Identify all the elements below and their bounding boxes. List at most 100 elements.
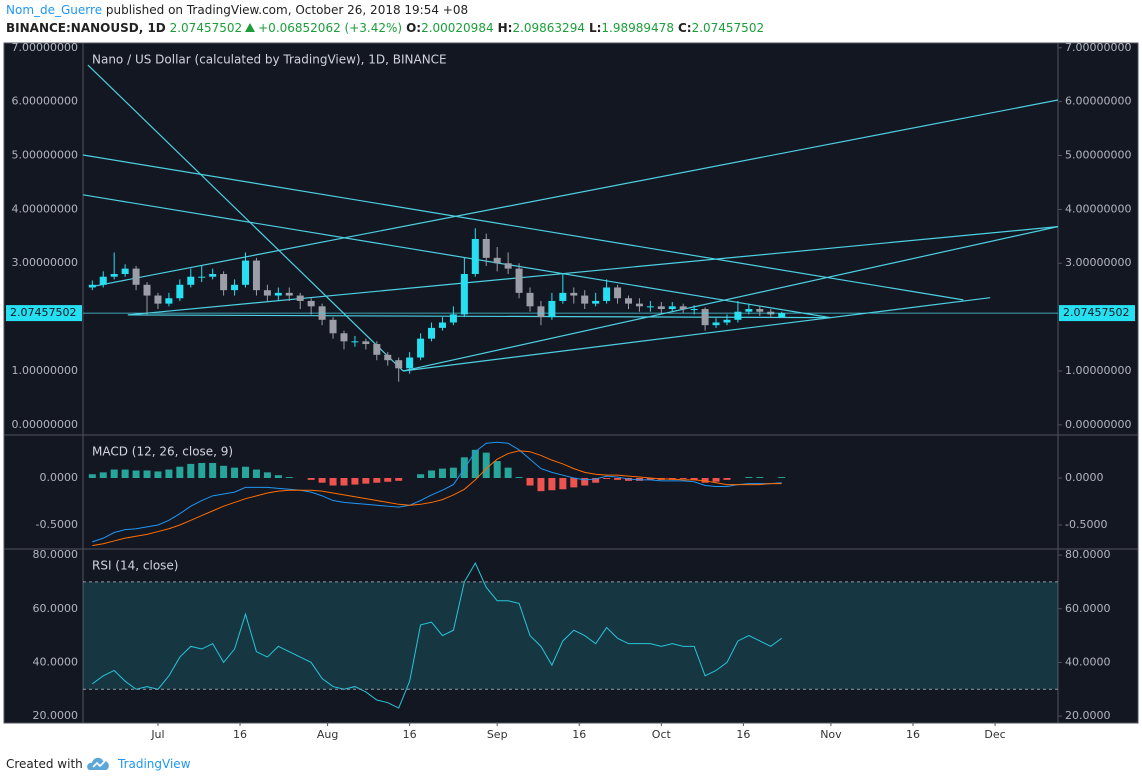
trendline	[87, 64, 404, 372]
y-tick-label: 0.0000	[40, 471, 79, 484]
candle-body	[209, 274, 217, 277]
histogram-bar	[274, 475, 282, 478]
candle-body	[132, 268, 140, 285]
last-price-label: 2.07457502	[1063, 306, 1129, 319]
header-line: Nom_de_Guerre published on TradingView.c…	[6, 3, 468, 17]
candle-body	[603, 287, 611, 301]
candle-body	[187, 276, 195, 285]
candle-body	[723, 319, 731, 323]
histogram-bar	[690, 478, 698, 480]
candle-body	[438, 322, 446, 328]
candle-body	[340, 333, 348, 342]
last-price-label: 2.07457502	[10, 306, 76, 319]
candle-body	[559, 292, 567, 301]
author[interactable]: Nom_de_Guerre	[6, 3, 103, 17]
trendline	[127, 226, 1058, 316]
candle-body	[274, 292, 282, 296]
histogram-bar	[198, 462, 206, 478]
candle-body	[460, 274, 468, 315]
y-tick-label: 1.00000000	[1065, 364, 1131, 377]
y-tick-label: 6.00000000	[12, 95, 78, 108]
candle-body	[121, 268, 129, 275]
y-tick-label: 4.00000000	[1065, 202, 1131, 215]
histogram-bar	[307, 478, 315, 480]
pane-title: Nano / US Dollar (calculated by TradingV…	[92, 53, 447, 67]
candle-body	[515, 268, 523, 293]
x-tick-label: Sep	[487, 728, 508, 741]
candle-body	[712, 322, 720, 326]
rsi-line	[92, 562, 782, 709]
x-tick-label: Oct	[652, 728, 672, 741]
last-price-box	[6, 305, 82, 322]
candle-body	[263, 290, 271, 296]
candle-body	[362, 341, 370, 345]
candle-body	[110, 274, 118, 277]
up-arrow	[245, 23, 256, 32]
y-tick-label: 20.0000	[1065, 709, 1111, 722]
y-tick-label: 80.0000	[33, 548, 79, 561]
x-tick-label: 16	[233, 728, 247, 741]
candle-body	[504, 263, 512, 269]
y-tick-label: 60.0000	[1065, 602, 1111, 615]
last-price-box	[1059, 305, 1135, 322]
footer-brand[interactable]: TradingView	[118, 757, 191, 771]
histogram-bar	[603, 478, 611, 479]
histogram-bar	[395, 478, 403, 481]
candle-body	[428, 327, 436, 339]
y-tick-label: 0.00000000	[1065, 418, 1131, 431]
histogram-bar	[460, 457, 468, 478]
pane-title: RSI (14, close)	[92, 559, 178, 573]
histogram-bar	[537, 478, 545, 492]
ohlc-value: 2.00020984	[421, 21, 494, 35]
candle-body	[756, 309, 764, 312]
histogram-bar	[438, 468, 446, 478]
histogram-bar	[220, 465, 228, 478]
histogram-bar	[384, 478, 392, 482]
candle-body	[668, 306, 676, 310]
y-tick-label: -0.5000	[36, 518, 78, 531]
histogram-bar	[187, 463, 195, 478]
x-tick-label: Jul	[150, 728, 164, 741]
ohlc-value: 2.09863294	[512, 21, 585, 35]
x-tick-label: 16	[906, 728, 920, 741]
histogram-bar	[209, 462, 217, 478]
histogram-bar	[176, 466, 184, 478]
histogram-bar	[121, 469, 129, 478]
histogram-bar	[646, 478, 654, 480]
y-tick-label: 40.0000	[1065, 655, 1111, 668]
x-tick-label: Nov	[820, 728, 842, 741]
candle-body	[548, 300, 556, 318]
candle-body	[701, 309, 709, 326]
y-tick-label: -0.5000	[1065, 518, 1107, 531]
histogram-bar	[504, 467, 512, 478]
histogram-bar	[592, 478, 600, 483]
histogram-bar	[242, 466, 249, 478]
candle-body	[252, 260, 260, 291]
histogram-bar	[165, 469, 173, 478]
trendline	[402, 226, 1058, 372]
signal-line	[92, 450, 782, 547]
histogram-bar	[493, 461, 501, 478]
ohlc-key: H:	[497, 21, 513, 35]
price: 2.07457502	[169, 21, 243, 35]
y-tick-label: 5.00000000	[12, 149, 78, 162]
candle-body	[384, 354, 392, 361]
x-tick-label: Aug	[317, 728, 338, 741]
histogram-bar	[329, 478, 337, 486]
y-tick-label: 3.00000000	[12, 256, 78, 269]
ohlc-key: L:	[588, 21, 602, 35]
candle-body	[296, 295, 304, 301]
published: published on TradingView.com, October 26…	[105, 3, 469, 17]
histogram-bar	[570, 478, 578, 488]
histogram-bar	[285, 477, 293, 478]
candle-body	[165, 298, 173, 304]
y-tick-label: 60.0000	[33, 602, 79, 615]
histogram-bar	[482, 452, 490, 478]
candle-body	[242, 260, 249, 285]
histogram-bar	[559, 478, 567, 490]
candle-body	[745, 309, 753, 312]
candle-body	[143, 284, 151, 296]
histogram-bar	[515, 477, 523, 478]
histogram-bar	[428, 470, 436, 478]
